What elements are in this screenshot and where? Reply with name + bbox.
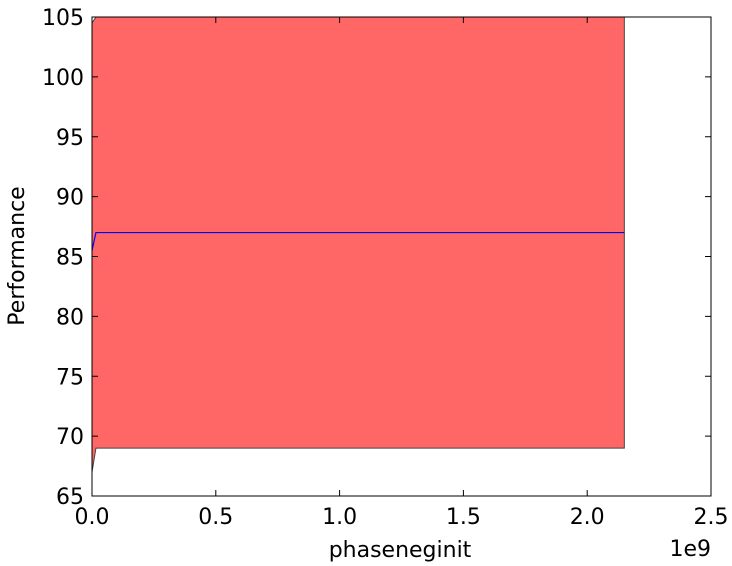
- x-tick-label: 1.0: [322, 505, 357, 530]
- x-tick-label: 0.5: [198, 505, 233, 530]
- mean-line: [92, 231, 625, 251]
- confidence-band: [92, 17, 625, 473]
- x-axis-label: phaseneginit: [329, 538, 472, 563]
- x-offset-label: 1e9: [669, 537, 711, 562]
- y-tick-label: 100: [42, 66, 84, 91]
- y-axis-label: Performance: [5, 186, 30, 325]
- plot-area: [92, 17, 625, 473]
- y-tick-label: 105: [42, 6, 84, 31]
- x-tick-label: 2.5: [694, 505, 729, 530]
- y-tick-label: 95: [56, 126, 84, 151]
- x-tick-label: 2.0: [570, 505, 605, 530]
- x-tick-label: 0.0: [75, 505, 110, 530]
- y-tick-label: 65: [56, 485, 84, 510]
- x-tick-label: 1.5: [446, 505, 481, 530]
- y-tick-label: 70: [56, 425, 84, 450]
- y-tick-label: 85: [56, 246, 84, 271]
- y-tick-label: 80: [56, 305, 84, 330]
- y-tick-label: 90: [56, 186, 84, 211]
- y-tick-label: 75: [56, 365, 84, 390]
